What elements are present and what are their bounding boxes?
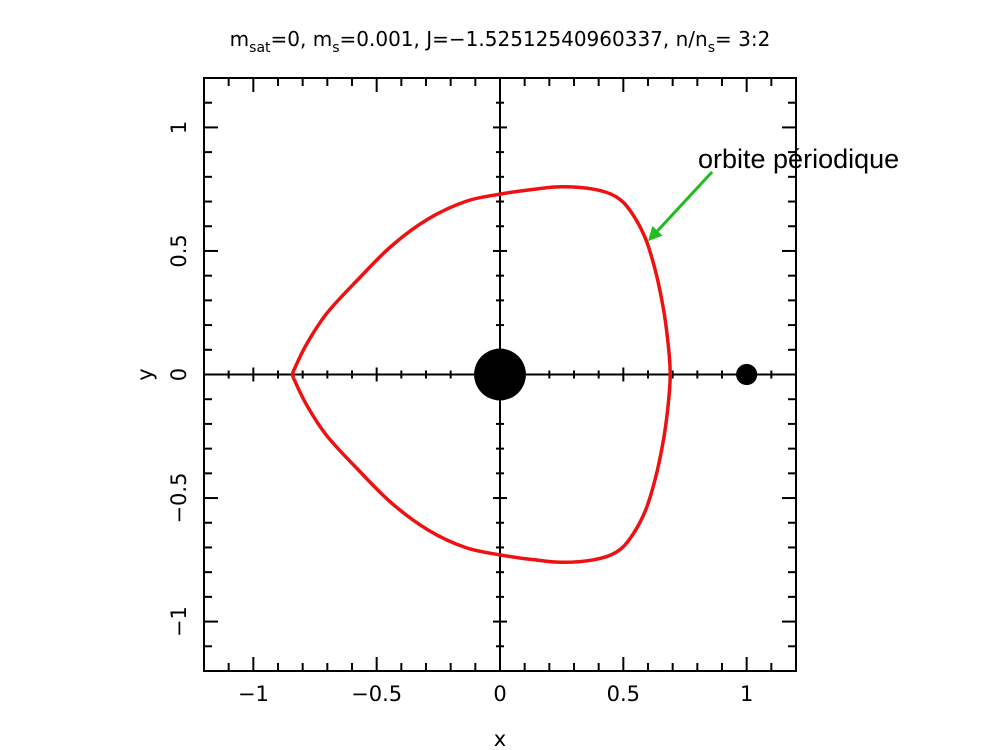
plot-frame (203, 77, 797, 672)
title-part: =0.001, (340, 27, 427, 51)
x-axis-label: x (494, 727, 506, 750)
y-tick-label: −1 (167, 606, 191, 637)
y-tick-label: 0.5 (167, 234, 191, 267)
x-tick-label: 0 (493, 682, 506, 706)
x-tick-label: −1 (238, 682, 269, 706)
title-part: m (313, 27, 332, 51)
x-tick-label: 0.5 (607, 682, 640, 706)
y-tick-label: −0.5 (167, 473, 191, 524)
title-subscript: s (708, 40, 715, 56)
x-tick-label: 1 (740, 682, 753, 706)
title-part: n/n (676, 27, 708, 51)
title-part: J=−1.52512540960337, (424, 27, 675, 51)
satellite-body-marker (736, 363, 758, 386)
y-tick-label: 0 (167, 368, 191, 381)
tick-labels-group: −1 −0.5 0 0.5 1 −1 −0.5 0 0.5 1 (167, 121, 753, 706)
annotation-label: orbite périodique (698, 144, 899, 174)
periodic-orbit-line (291, 184, 672, 565)
title-part: m (230, 27, 249, 51)
x-tick-label: −0.5 (351, 682, 402, 706)
title-subscript: sat (249, 40, 271, 56)
y-axis-label: y (133, 368, 157, 380)
annotation-arrow-line (656, 170, 714, 232)
title-part: =0, (271, 27, 313, 51)
central-body-marker (474, 348, 526, 401)
bodies-group (474, 348, 758, 401)
y-tick-label: 1 (167, 121, 191, 134)
chart-title: msat=0, ms=0.001, J=−1.52512540960337, n… (230, 27, 771, 56)
title-part: = 3:2 (715, 27, 770, 51)
annotation-arrow-head (648, 226, 663, 242)
title-subscript: s (332, 40, 339, 56)
